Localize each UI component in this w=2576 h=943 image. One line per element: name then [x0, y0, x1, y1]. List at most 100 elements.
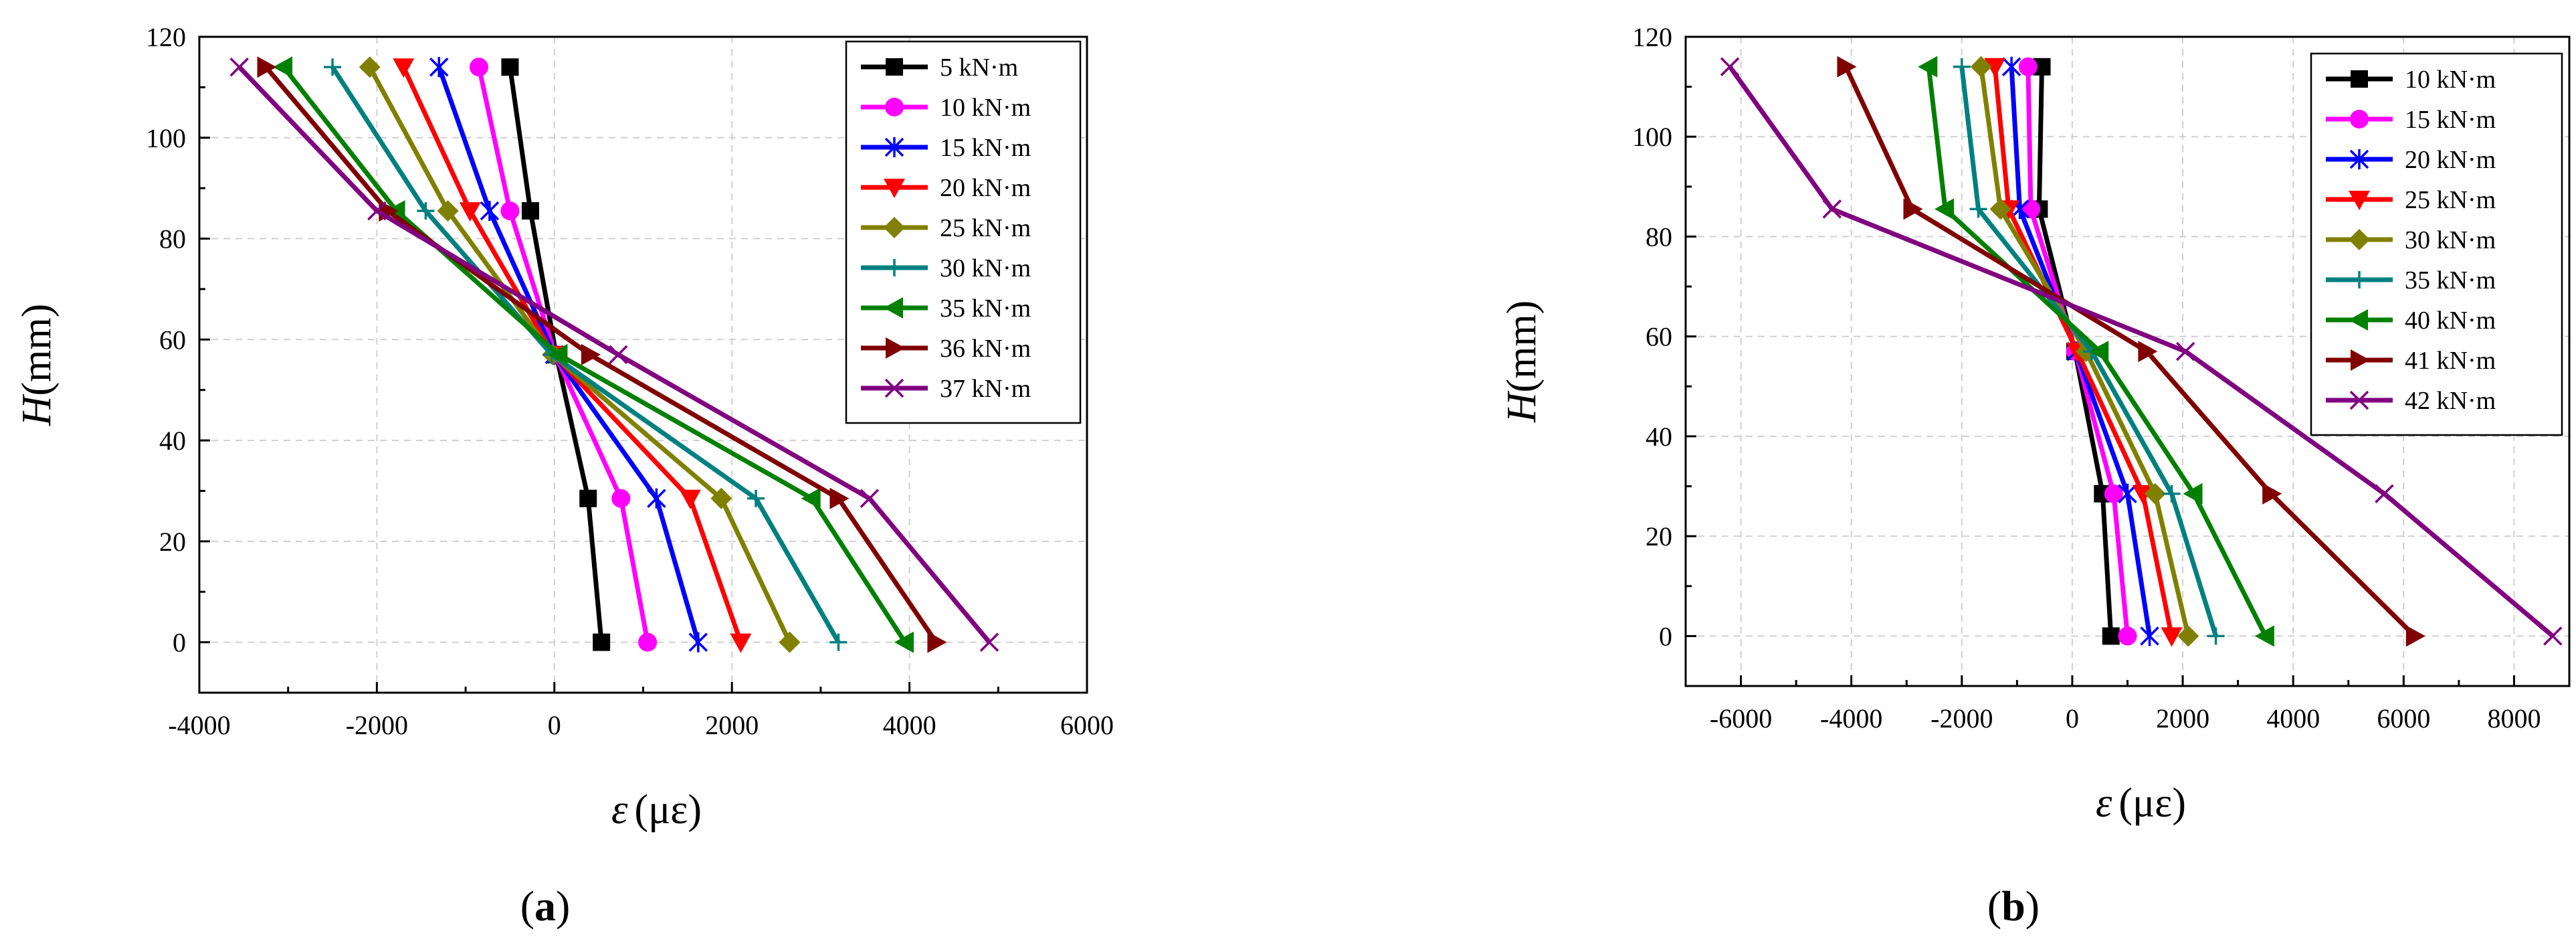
chart-a-series-3-point-0 — [730, 633, 752, 653]
chart-a-legend-marker-0 — [886, 58, 903, 76]
chart-a-series-7-point-1 — [829, 487, 850, 509]
chart-a-series-6-point-2 — [548, 343, 568, 365]
chart-b-ytick-label-6: 120 — [1632, 22, 1672, 52]
chart-a-series-0-point-3 — [521, 202, 539, 220]
chart-b-panel-label: (b) — [1987, 882, 2040, 930]
chart-b-legend-label-0: 10 kN·m — [2405, 66, 2496, 94]
chart-a-xlabel-symbol: ε — [611, 787, 628, 833]
chart-b-series-4-point-3 — [1989, 198, 2011, 220]
chart-b-xtick-label-0: -6000 — [1710, 703, 1772, 734]
chart-a-series-3-point-1 — [679, 489, 701, 509]
chart-b-ytick-label-4: 80 — [1646, 222, 1672, 252]
chart-a-series-1-point-4 — [470, 58, 489, 77]
chart-b-legend-label-8: 42 kN·m — [2405, 387, 2496, 415]
chart-a-series-7-line — [264, 65, 938, 644]
chart-a-panel-letter: a — [534, 882, 556, 930]
chart-b-xtick-label-7: 8000 — [2487, 703, 2541, 734]
chart-a-legend-label-5: 30 kN·m — [940, 254, 1031, 282]
chart-a-series-2-point-3 — [480, 201, 500, 222]
chart-a-legend-label-1: 10 kN·m — [940, 94, 1031, 122]
chart-b-series-5-point-0 — [2207, 627, 2225, 645]
chart-a-series-4-point-3 — [437, 200, 459, 222]
chart-a-ytick-label-6: 120 — [146, 22, 186, 52]
chart-b-ytick-label-3: 60 — [1646, 322, 1672, 352]
chart-a-ytick-label-4: 80 — [159, 224, 186, 254]
chart-a-series-1-point-1 — [611, 489, 631, 508]
chart-b-series-7-point-1 — [2262, 483, 2282, 505]
chart-b-series-1-point-1 — [2104, 484, 2123, 503]
chart-a-legend-marker-6 — [884, 297, 903, 319]
chart-b-xtick-label-1: -4000 — [1820, 703, 1882, 734]
chart-b-series-5-point-3 — [1969, 200, 1987, 218]
chart-b-xtick-label-5: 4000 — [2266, 703, 2320, 734]
chart-a-legend-label-6: 35 kN·m — [940, 294, 1031, 323]
chart-b-ytick-label-1: 20 — [1646, 521, 1672, 551]
chart-b-ytick-label-0: 0 — [1659, 621, 1672, 651]
chart-b-series-5-point-1 — [2163, 485, 2181, 503]
chart-b-legend-label-1: 15 kN·m — [2405, 106, 2496, 134]
chart-a-series-7-point-2 — [581, 343, 601, 365]
chart-a-series-7-point-0 — [927, 631, 947, 653]
chart-a-series-2-point-0 — [688, 632, 708, 653]
chart-a-series-8-point-2 — [609, 345, 628, 365]
chart-b-legend-marker-0 — [2351, 70, 2368, 88]
chart-a-xlabel: ε (με) — [611, 787, 702, 833]
chart-a-ylabel-symbol: H — [14, 394, 60, 426]
chart-b-series-8-point-4 — [1720, 57, 1740, 77]
chart-a-series-0-point-0 — [593, 633, 611, 651]
chart-b-series-1-point-3 — [2021, 199, 2041, 219]
chart-b-series-6-point-0 — [2254, 625, 2274, 647]
chart-b-series-7-point-4 — [1837, 56, 1857, 78]
chart-b-series-6-point-1 — [2183, 483, 2203, 505]
chart-b-series-7-point-3 — [1903, 198, 1923, 220]
chart-a-series-8-point-1 — [860, 489, 880, 509]
chart-b-series-7-point-0 — [2405, 625, 2425, 647]
chart-b-xlabel: ε (με) — [2096, 780, 2186, 826]
chart-a-series-3-line — [401, 66, 743, 643]
chart-b-series-8-point-2 — [2175, 341, 2195, 361]
chart-a-ytick-label-5: 100 — [146, 123, 186, 153]
chart-a-xlabel-unit: (με) — [634, 787, 702, 833]
chart-a-series-8-point-0 — [979, 632, 999, 652]
chart-a-legend-label-8: 37 kN·m — [940, 375, 1031, 403]
chart-a: -4000 -2000 0 2000 4000 6000020406080100120ε(… — [14, 22, 1114, 930]
chart-a-ytick-label-3: 60 — [159, 325, 186, 355]
chart-a-legend-marker-4 — [884, 217, 905, 238]
chart-b-ylabel: H(mm) — [1499, 301, 1545, 424]
chart-b-ylabel-symbol: H — [1499, 390, 1545, 423]
chart-b-series-4-point-4 — [1970, 56, 1992, 78]
chart-b-series-8-point-1 — [2375, 484, 2394, 503]
chart-b-series-5-point-4 — [1953, 58, 1971, 76]
chart-b-xtick-label-4: 2000 — [2156, 703, 2209, 734]
chart-a-xtick-label-1: -2000 — [346, 710, 408, 740]
chart-b-series-6-point-3 — [1935, 198, 1955, 220]
chart-b-xtick-label-2: -2000 — [1930, 703, 1993, 734]
chart-b: -6000 -4000 -2000 0 2000 4000 6000 8000 0 20 40 60 8… — [1499, 22, 2571, 930]
chart-a-series-0-point-4 — [501, 58, 519, 76]
chart-a-legend-marker-2 — [884, 137, 904, 157]
chart-b-legend-label-2: 20 kN·m — [2405, 146, 2496, 174]
chart-b-legend-marker-7 — [2351, 349, 2370, 371]
chart-b-legend-label-5: 35 kN·m — [2405, 266, 2496, 294]
chart-a-legend-marker-5 — [886, 259, 903, 276]
chart-a-legend-label-4: 25 kN·m — [940, 214, 1031, 242]
chart-a-xtick-label-4: 4000 — [883, 710, 936, 740]
chart-a-series-2-point-1 — [647, 488, 666, 509]
chart-b-legend-label-4: 30 kN·m — [2405, 226, 2496, 254]
chart-b-series-8-point-3 — [1822, 199, 1842, 219]
chart-a-ytick-label-2: 40 — [159, 426, 186, 456]
chart-b-legend-label-6: 40 kN·m — [2405, 307, 2496, 335]
chart-a-xtick-label-2: 0 — [548, 710, 561, 740]
chart-a-series-6-point-4 — [273, 56, 293, 78]
chart-a-legend-marker-1 — [885, 98, 904, 116]
chart-b-legend-marker-4 — [2349, 229, 2370, 250]
chart-a-series-3-point-4 — [393, 58, 415, 78]
chart-b-legend-marker-2 — [2349, 149, 2369, 169]
chart-a-series-5-point-0 — [829, 633, 848, 651]
chart-b-series-0-point-0 — [2102, 627, 2120, 645]
chart-b-xtick-label-3: 0 — [2066, 703, 2079, 734]
chart-a-legend-marker-3 — [884, 179, 905, 198]
chart-b-legend-label-7: 41 kN·m — [2405, 347, 2496, 375]
chart-b-series-6-point-4 — [1918, 56, 1938, 78]
